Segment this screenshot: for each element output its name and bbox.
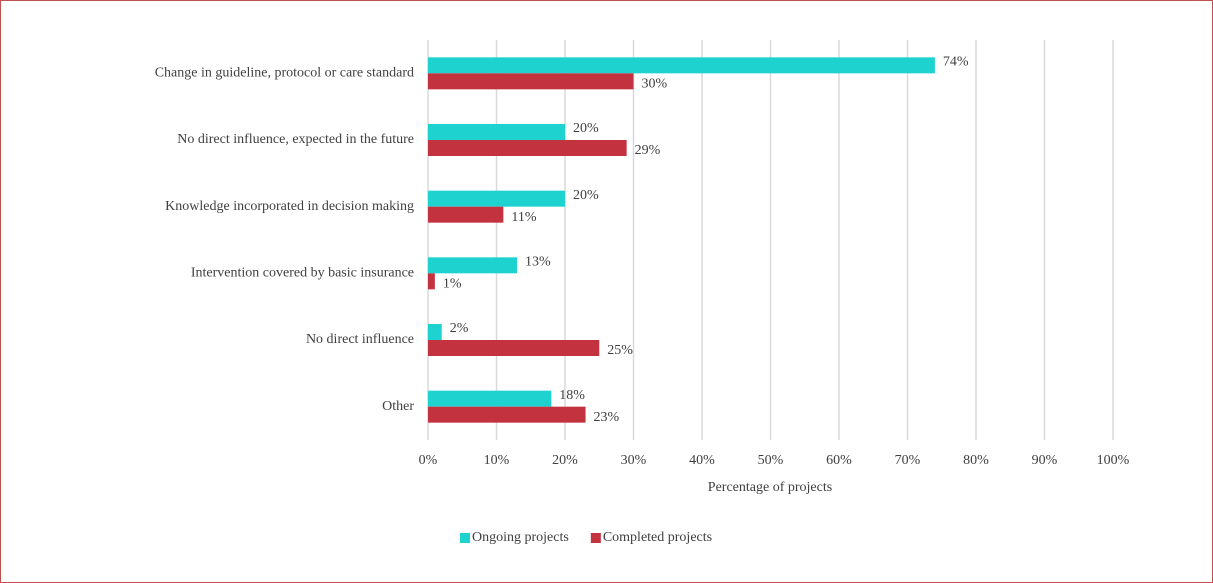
bar: [428, 406, 586, 423]
x-tick-label: 40%: [689, 453, 715, 468]
bar: [428, 273, 435, 290]
x-tick-label: 50%: [758, 453, 784, 468]
x-tick-label: 0%: [419, 453, 438, 468]
x-axis-title: Percentage of projects: [708, 480, 832, 495]
x-tick-label: 30%: [621, 453, 647, 468]
data-label: 23%: [594, 410, 620, 425]
bar: [428, 57, 935, 74]
data-label: 20%: [573, 121, 599, 136]
legend-label: Ongoing projects: [472, 530, 569, 545]
bar: [428, 390, 552, 407]
x-tick-label: 10%: [484, 453, 510, 468]
x-tick-label: 70%: [895, 453, 921, 468]
x-tick-label: 100%: [1097, 453, 1130, 468]
legend-label: Completed projects: [603, 530, 712, 545]
y-tick-label: Other: [382, 399, 414, 414]
data-label: 11%: [511, 210, 536, 225]
data-label: 2%: [450, 321, 469, 336]
x-tick-label: 90%: [1032, 453, 1058, 468]
bar: [428, 140, 627, 156]
data-label: 29%: [635, 143, 661, 158]
bar: [428, 73, 634, 90]
y-tick-label: Intervention covered by basic insurance: [191, 266, 414, 281]
x-tick-label: 80%: [963, 453, 989, 468]
legend-swatch: [460, 533, 470, 543]
bar: [428, 124, 565, 140]
data-label: 13%: [525, 255, 551, 270]
y-tick-label: Change in guideline, protocol or care st…: [155, 66, 414, 81]
data-label: 30%: [642, 77, 668, 92]
y-tick-label: No direct influence: [306, 332, 414, 347]
x-tick-label: 60%: [826, 453, 852, 468]
data-label: 18%: [559, 388, 585, 403]
legend-swatch: [590, 533, 601, 543]
y-tick-label: Knowledge incorporated in decision makin…: [165, 199, 414, 214]
data-label: 74%: [943, 55, 969, 70]
y-tick-label: No direct influence, expected in the fut…: [177, 132, 414, 147]
bar: [428, 206, 504, 223]
data-label: 20%: [573, 188, 599, 203]
data-label: 1%: [443, 277, 462, 292]
x-tick-label: 20%: [552, 453, 578, 468]
bar: [428, 340, 600, 356]
bar: [428, 190, 565, 207]
data-label: 25%: [607, 343, 633, 358]
bar: [428, 324, 442, 340]
bar: [428, 257, 518, 274]
